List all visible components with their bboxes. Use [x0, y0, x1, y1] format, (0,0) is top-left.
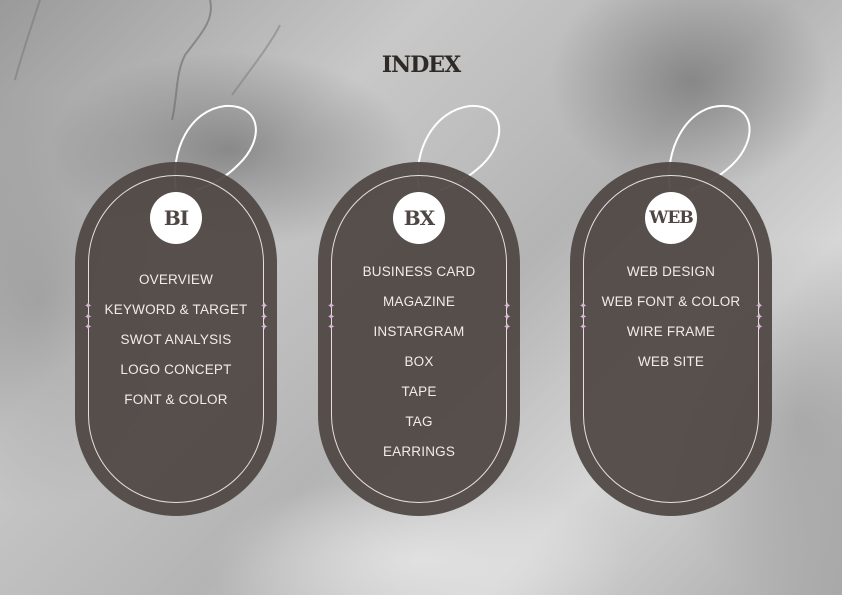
sparkle-icon: ✦ ✦ ✦	[327, 301, 336, 333]
list-item-logo-concept: LOGO CONCEPT	[120, 362, 232, 377]
list-item-business-card: BUSINESS CARD	[362, 264, 476, 279]
list-item-box: BOX	[404, 354, 434, 369]
sparkle-icon: ✦ ✦ ✦	[84, 301, 93, 333]
tag-label: WEB	[645, 192, 697, 244]
tag-bi: BI OVERVIEW KEYWORD & TARGET SWOT ANALYS…	[75, 162, 277, 516]
list-item-swot-analysis: SWOT ANALYSIS	[120, 332, 232, 347]
tag-web-list: WEB DESIGN WEB FONT & COLOR WIRE FRAME W…	[570, 257, 772, 377]
list-item-keyword-target: KEYWORD & TARGET	[104, 302, 248, 317]
sparkle-icon: ✦ ✦ ✦	[579, 301, 588, 333]
list-item-overview: OVERVIEW	[138, 272, 214, 287]
list-item-tape: TAPE	[401, 384, 437, 399]
list-item-instargram: INSTARGRAM	[373, 324, 465, 339]
tag-border	[88, 175, 264, 503]
page-title: INDEX	[381, 52, 461, 78]
list-item-web-site: WEB SITE	[637, 354, 705, 369]
tag-bx-list: BUSINESS CARD MAGAZINE INSTARGRAM BOX TA…	[318, 257, 520, 467]
list-item-web-design: WEB DESIGN	[626, 264, 716, 279]
tag-label: BI	[150, 192, 202, 244]
list-item-wire-frame: WIRE FRAME	[626, 324, 716, 339]
sparkle-icon: ✦ ✦ ✦	[503, 301, 512, 333]
list-item-web-font-color: WEB FONT & COLOR	[601, 294, 741, 309]
tag-border	[583, 175, 759, 503]
tag-border	[331, 175, 507, 503]
list-item-earrings: EARRINGS	[382, 444, 456, 459]
list-item-tag: TAG	[405, 414, 433, 429]
tag-bx: BX BUSINESS CARD MAGAZINE INSTARGRAM BOX…	[318, 162, 520, 516]
list-item-magazine: MAGAZINE	[382, 294, 456, 309]
tag-label: BX	[393, 192, 445, 244]
list-item-font-color: FONT & COLOR	[124, 392, 228, 407]
tag-bi-list: OVERVIEW KEYWORD & TARGET SWOT ANALYSIS …	[75, 265, 277, 415]
sparkle-icon: ✦ ✦ ✦	[755, 301, 764, 333]
sparkle-icon: ✦ ✦ ✦	[260, 301, 269, 333]
tag-web: WEB WEB DESIGN WEB FONT & COLOR WIRE FRA…	[570, 162, 772, 516]
